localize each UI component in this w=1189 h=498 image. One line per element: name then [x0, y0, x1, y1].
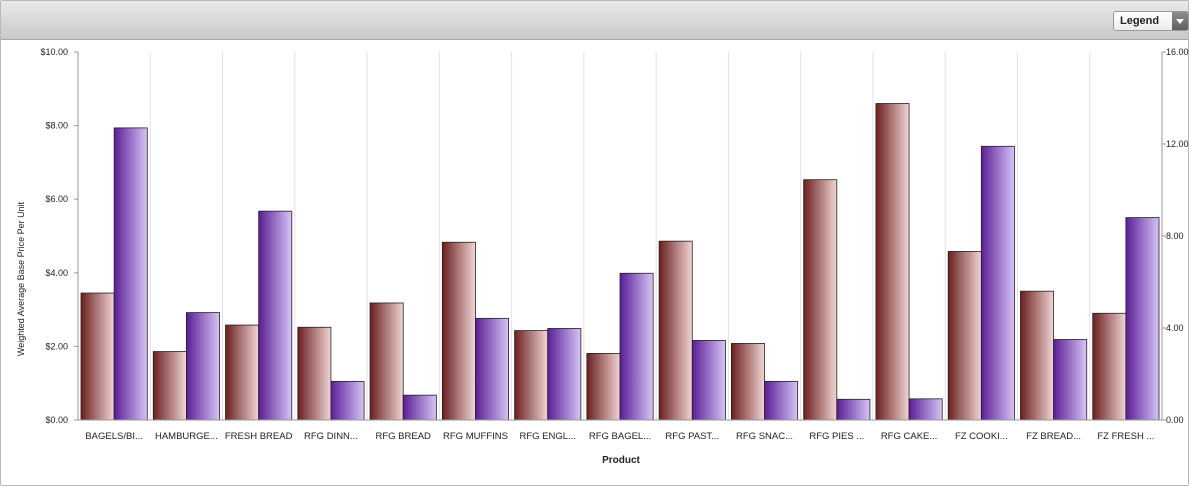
chevron-down-icon[interactable] [1172, 12, 1188, 30]
bar-series-1[interactable] [875, 103, 910, 421]
y2-tick-label: 8.00 [1166, 231, 1184, 241]
y-tick-label: $10.00 [40, 47, 68, 57]
y-tick-label: $6.00 [45, 194, 68, 204]
bar-series-2[interactable] [330, 380, 365, 421]
bar-series-2[interactable] [402, 394, 437, 421]
y-tick-label: $4.00 [45, 268, 68, 278]
chart-toolbar: Legend [1, 1, 1189, 40]
bar-chart: $0.00 $2.00 $4.00 $6.00 $8.00 $10.00 0.00 4.00… [16, 47, 1189, 466]
bar-series-1[interactable] [297, 326, 332, 421]
category-label: RFG PAST... [665, 431, 719, 442]
bar-series-2[interactable] [908, 398, 943, 421]
bar-series-1[interactable] [731, 343, 765, 421]
y2-tick-label: 12.00 [1166, 139, 1189, 149]
y-tick-label: $0.00 [45, 415, 68, 425]
bar-series-2[interactable] [619, 272, 654, 421]
bar-series-1[interactable] [152, 351, 187, 421]
category-label: FZ BREAD... [1026, 431, 1081, 442]
category-label: RFG MUFFINS [443, 431, 508, 442]
bar-series-2[interactable] [764, 380, 799, 421]
y2-tick-label: 16.00 [1166, 47, 1189, 57]
bar-series-1[interactable] [803, 179, 838, 421]
legend-dropdown-label: Legend [1120, 15, 1160, 27]
bar-series-1[interactable] [369, 302, 404, 421]
category-label: FRESH BREAD [225, 431, 293, 442]
category-label: RFG BREAD [375, 431, 431, 442]
category-label: FZ FRESH ... [1097, 431, 1154, 442]
y2-tick-label: 4.00 [1166, 323, 1184, 333]
bar-series-2[interactable] [258, 210, 293, 421]
bar-series-1[interactable] [225, 324, 260, 421]
bar-series-1[interactable] [947, 251, 982, 421]
category-label: FZ COOKI... [955, 431, 1008, 442]
category-label: RFG DINN... [304, 431, 358, 442]
category-label: RFG BAGEL... [589, 431, 651, 442]
bar-series-2[interactable] [836, 398, 871, 421]
bar-series [80, 103, 1160, 421]
bar-series-2[interactable] [547, 328, 582, 421]
category-label: RFG CAKE... [881, 431, 937, 442]
bar-series-1[interactable] [1092, 312, 1127, 421]
bar-series-2[interactable] [185, 312, 220, 421]
category-labels: BAGELS/BI... HAMBURGE... FRESH BREAD RFG DI… [85, 431, 1154, 442]
y-axis-title: Weighted Average Base Price Per Unit [16, 201, 26, 356]
legend-dropdown[interactable]: Legend [1113, 11, 1189, 31]
bar-series-2[interactable] [980, 145, 1015, 421]
category-label: HAMBURGE... [155, 431, 218, 442]
x-axis-title: Product [602, 455, 640, 466]
bar-series-1[interactable] [514, 330, 549, 421]
bar-series-1[interactable] [80, 292, 115, 421]
category-separators [149, 52, 1091, 420]
bar-series-2[interactable] [113, 127, 148, 421]
bar-series-2[interactable] [475, 317, 510, 421]
category-label: RFG ENGL... [519, 431, 575, 442]
category-label: BAGELS/BI... [85, 431, 143, 442]
category-label: RFG PIES ... [809, 431, 864, 442]
bar-series-1[interactable] [441, 241, 476, 421]
bar-series-1[interactable] [1020, 290, 1055, 421]
bar-series-2[interactable] [1053, 339, 1088, 421]
bar-series-2[interactable] [691, 340, 726, 421]
bar-series-1[interactable] [586, 352, 621, 421]
y2-tick-label: 0.00 [1166, 415, 1184, 425]
bar-series-2[interactable] [1125, 217, 1160, 421]
right-axis-ticks: 0.00 4.00 8.00 12.00 16.00 [1162, 47, 1189, 425]
bar-series-1[interactable] [658, 240, 693, 421]
y-tick-label: $8.00 [45, 121, 68, 131]
y-tick-label: $2.00 [45, 341, 68, 351]
left-axis-ticks: $0.00 $2.00 $4.00 $6.00 $8.00 $10.00 [40, 47, 78, 425]
category-label: RFG SNAC... [736, 431, 793, 442]
